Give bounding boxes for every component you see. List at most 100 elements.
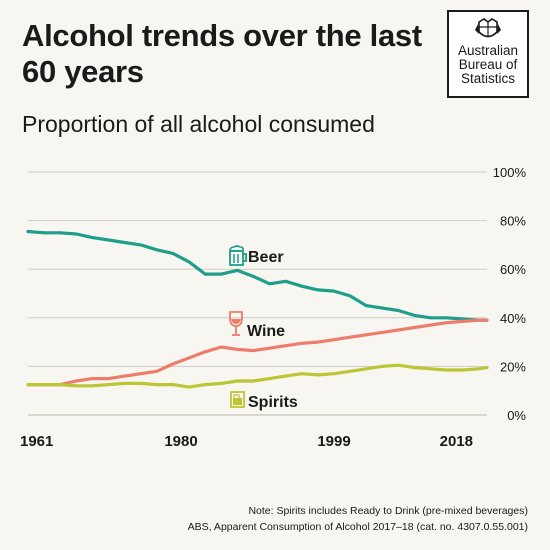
data-point-spirits — [107, 383, 110, 387]
data-point-spirits — [74, 384, 78, 388]
data-point-beer — [139, 243, 143, 247]
data-point-wine — [171, 362, 175, 366]
data-point-spirits — [348, 369, 352, 373]
data-point-wine — [268, 346, 271, 350]
y-tick-label: 40% — [500, 311, 526, 326]
data-point-wine — [461, 320, 465, 323]
data-point-beer — [187, 260, 191, 264]
data-point-beer — [380, 306, 384, 310]
logo-line-3: Statistics — [460, 71, 515, 86]
data-point-wine — [219, 345, 223, 349]
data-point-wine — [380, 330, 384, 334]
data-point-wine — [123, 374, 127, 378]
data-point-spirits — [300, 372, 304, 376]
series-line-wine — [26, 318, 489, 387]
data-point-spirits — [42, 383, 46, 387]
data-point-wine — [252, 349, 255, 353]
data-point-wine — [477, 318, 481, 322]
data-point-spirits — [123, 382, 127, 385]
series-line-spirits — [26, 363, 489, 389]
data-point-spirits — [155, 383, 159, 387]
data-point-beer — [26, 230, 30, 233]
data-point-beer — [123, 241, 127, 244]
data-point-wine — [74, 379, 78, 383]
x-tick-label: 1961 — [20, 433, 53, 450]
line-chart: 0% 20% 40% 60% 80% 100% 1961 1980 1999 2018 Beer Wi… — [0, 150, 550, 460]
data-point-beer — [74, 232, 78, 236]
data-point-spirits — [235, 379, 239, 383]
data-point-beer — [91, 236, 94, 240]
data-point-wine — [91, 377, 94, 380]
data-point-spirits — [58, 383, 62, 387]
data-point-spirits — [477, 367, 481, 371]
series-line-beer — [26, 229, 489, 322]
y-tick-label: 20% — [500, 359, 526, 374]
data-point-wine — [284, 344, 288, 348]
y-tick-label: 0% — [507, 408, 526, 423]
x-tick-label: 2018 — [440, 433, 473, 450]
y-tick-label: 100% — [493, 165, 527, 180]
data-point-beer — [348, 294, 352, 298]
data-point-wine — [316, 340, 320, 344]
data-point-wine — [332, 338, 336, 342]
data-point-spirits — [429, 367, 433, 371]
data-point-wine — [187, 356, 191, 360]
wine-glass-icon — [229, 311, 243, 336]
data-point-spirits — [380, 365, 384, 368]
data-point-spirits — [187, 385, 191, 389]
series-label-wine: Wine — [247, 323, 285, 340]
coat-of-arms-icon — [475, 18, 501, 38]
abs-logo: Australian Bureau of Statistics — [447, 10, 529, 98]
data-point-spirits — [171, 383, 175, 387]
data-point-wine — [429, 323, 433, 327]
data-point-beer — [107, 238, 110, 242]
data-point-wine — [235, 347, 239, 351]
data-point-beer — [268, 282, 271, 286]
data-point-wine — [139, 372, 143, 376]
data-point-spirits — [397, 363, 400, 367]
logo-line-2: Bureau of — [458, 57, 518, 72]
data-point-spirits — [364, 367, 368, 371]
data-point-spirits — [203, 383, 207, 387]
x-tick-label: 1980 — [164, 433, 197, 450]
data-point-spirits — [252, 379, 255, 383]
data-point-beer — [42, 231, 46, 235]
data-point-beer — [171, 252, 175, 255]
data-point-beer — [461, 317, 465, 321]
data-point-spirits — [26, 383, 30, 387]
data-point-spirits — [413, 366, 416, 370]
data-point-beer — [332, 289, 336, 293]
data-point-wine — [300, 341, 304, 345]
data-point-beer — [445, 316, 449, 320]
data-point-beer — [155, 248, 159, 252]
data-point-spirits — [268, 377, 271, 380]
data-point-beer — [316, 288, 320, 292]
data-point-wine — [107, 377, 110, 380]
x-tick-label: 1999 — [317, 433, 350, 450]
data-point-spirits — [485, 366, 489, 370]
data-point-spirits — [284, 374, 288, 378]
data-point-beer — [397, 309, 400, 312]
chart-svg: 0% 20% 40% 60% 80% 100% 1961 1980 1999 2018 Beer Wi… — [20, 165, 527, 450]
data-point-wine — [413, 326, 416, 329]
data-point-beer — [235, 269, 239, 272]
data-point-spirits — [139, 382, 143, 385]
data-point-wine — [348, 335, 352, 339]
data-point-wine — [485, 318, 489, 322]
data-point-wine — [155, 369, 159, 373]
data-point-beer — [252, 275, 255, 278]
logo-line-1: Australian — [457, 43, 519, 58]
data-point-spirits — [219, 382, 223, 385]
y-tick-label: 80% — [500, 214, 526, 229]
data-point-wine — [203, 350, 207, 354]
footer-source: ABS, Apparent Consumption of Alcohol 201… — [187, 521, 528, 533]
data-point-wine — [364, 333, 368, 337]
chart-subtitle: Proportion of all alcohol consumed — [22, 111, 375, 137]
beer-mug-icon — [229, 245, 247, 266]
chart-title: Alcohol trends over the last 60 years — [22, 18, 422, 89]
data-point-beer — [203, 272, 207, 276]
series-label-beer: Beer — [248, 249, 284, 266]
data-point-spirits — [461, 368, 465, 372]
data-point-beer — [284, 279, 288, 283]
data-point-beer — [300, 284, 304, 288]
